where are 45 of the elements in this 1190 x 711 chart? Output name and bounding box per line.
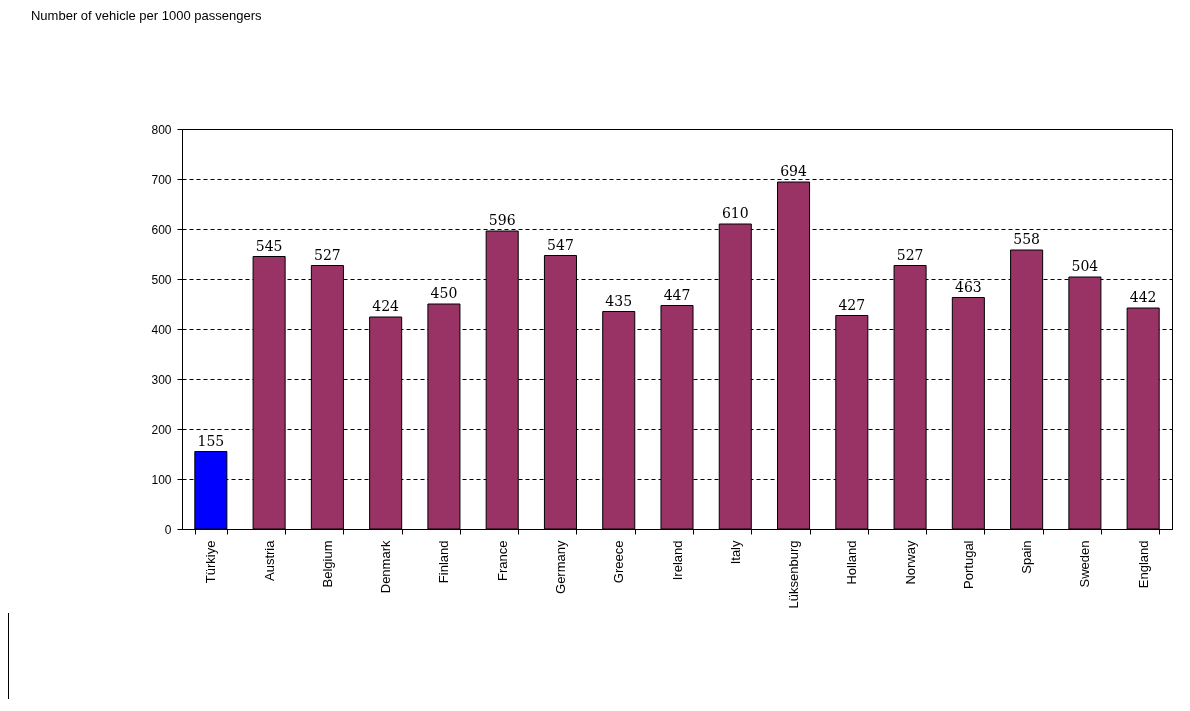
y-tick-label: 200 xyxy=(151,422,172,437)
chart-title: Number of vehicle per 1000 passengers xyxy=(30,8,262,23)
y-tick-label: 400 xyxy=(151,322,172,337)
data-label: 442 xyxy=(1129,289,1157,305)
x-tick-label: Sweden xyxy=(1077,540,1093,588)
data-label: 527 xyxy=(896,246,924,263)
data-label: 547 xyxy=(547,236,574,253)
data-label: 504 xyxy=(1071,258,1099,274)
x-tick-label: Austria xyxy=(261,539,277,581)
x-tick-label: England xyxy=(1135,540,1151,589)
x-tick-label: Italy xyxy=(727,540,743,565)
y-tick-label: 100 xyxy=(151,472,172,487)
x-tick-label: Lüksenburg xyxy=(786,540,802,609)
x-tick-label: Türkiye xyxy=(203,540,219,584)
data-label: 610 xyxy=(721,205,749,221)
data-label: 694 xyxy=(780,163,807,179)
x-tick-label: Ireland xyxy=(669,540,685,581)
data-label: 527 xyxy=(314,246,341,263)
x-tick-label: Portugal xyxy=(960,540,976,589)
data-label: 424 xyxy=(372,298,400,314)
y-tick-label: 300 xyxy=(151,372,172,387)
y-tick-label: 500 xyxy=(151,272,172,287)
y-tick-label: 0 xyxy=(164,522,172,537)
data-label: 463 xyxy=(954,278,982,295)
x-tick-label: Greece xyxy=(611,540,627,584)
y-tick-label: 700 xyxy=(151,172,172,187)
x-tick-label: Holland xyxy=(844,540,860,585)
data-label: 427 xyxy=(838,296,866,313)
x-tick-label: France xyxy=(494,540,510,581)
x-tick-label: Denmark xyxy=(378,540,394,594)
y-tick-label: 600 xyxy=(151,222,172,237)
data-label: 155 xyxy=(197,432,225,449)
x-tick-label: Belgium xyxy=(319,540,335,588)
x-tick-label: Spain xyxy=(1019,540,1035,574)
data-label: 450 xyxy=(430,285,458,301)
x-tick-label: Norway xyxy=(902,540,918,585)
data-label: 545 xyxy=(255,237,283,254)
y-tick-label: 800 xyxy=(151,122,172,137)
data-label: 447 xyxy=(663,286,691,303)
bar xyxy=(602,311,636,530)
x-tick-label: Germany xyxy=(552,540,568,594)
data-label: 435 xyxy=(605,292,633,309)
data-label: 596 xyxy=(488,212,516,228)
x-tick-label: Finland xyxy=(436,540,452,584)
data-label: 558 xyxy=(1013,231,1040,247)
